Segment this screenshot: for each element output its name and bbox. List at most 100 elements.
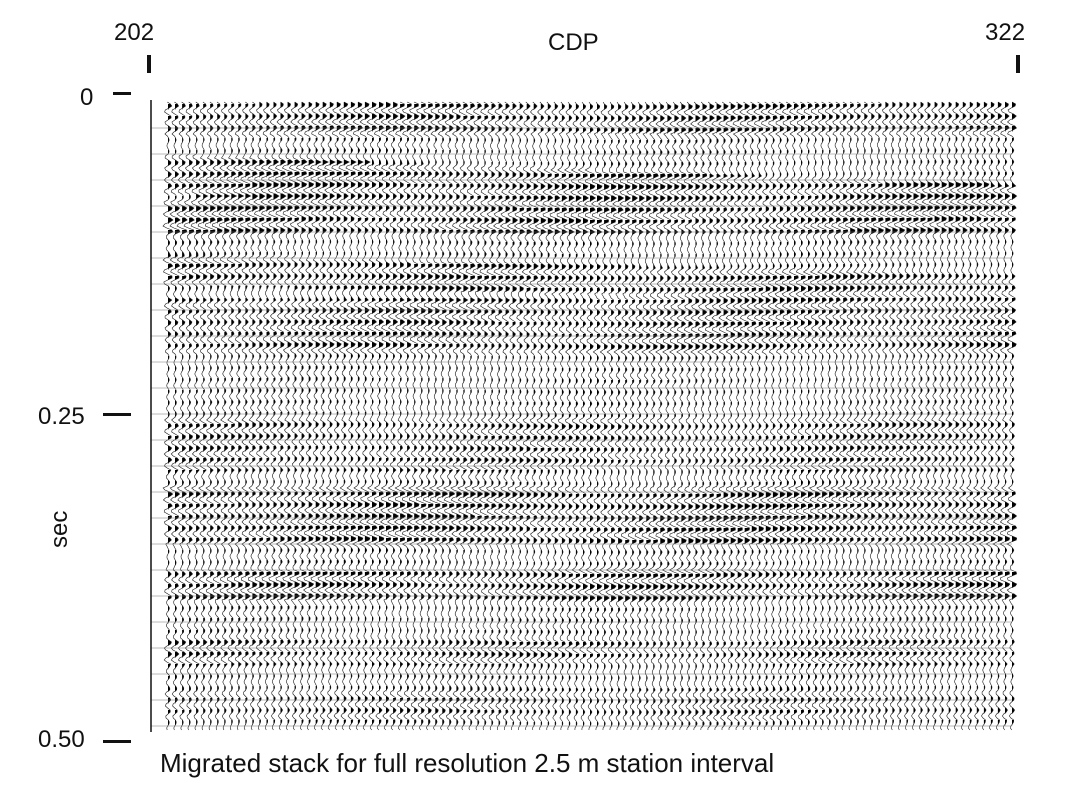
trace-wiggle [970, 101, 983, 731]
trace-wiggle [795, 101, 807, 731]
trace-wiggle [900, 101, 913, 731]
trace-wiggle [956, 101, 969, 731]
trace-wiggle [717, 101, 730, 730]
trace-fill [561, 104, 568, 728]
trace-wiggle [493, 101, 504, 731]
trace-wiggle [809, 101, 821, 731]
figure-caption: Migrated stack for full resolution 2.5 m… [160, 748, 775, 778]
trace-fill [407, 104, 413, 726]
trace-wiggle [274, 101, 287, 731]
trace-fill [533, 104, 540, 726]
trace-wiggle [225, 101, 238, 731]
trace-wiggle [780, 101, 793, 731]
trace-wiggle [696, 101, 709, 731]
trace-wiggle [963, 101, 976, 731]
trace-wiggle [260, 101, 273, 731]
trace-wiggle [619, 101, 632, 731]
trace-wiggle [985, 101, 997, 731]
trace-wiggle [351, 101, 364, 731]
trace-wiggle [710, 101, 723, 731]
trace-wiggle [928, 101, 941, 731]
trace-wiggle [837, 101, 849, 731]
trace-wiggle [724, 101, 737, 730]
trace-wiggle [844, 101, 856, 731]
trace-fill [723, 104, 729, 728]
trace-wiggle [851, 101, 863, 731]
trace-wiggle [661, 101, 673, 731]
cdp-end-label: 322 [985, 19, 1026, 46]
y-tick-label-0: 0 [80, 84, 94, 111]
trace-wiggle [893, 101, 906, 731]
trace-wiggle [218, 101, 231, 731]
trace-wiggle [682, 101, 694, 731]
trace-wiggle [598, 101, 611, 731]
trace-wiggle [232, 101, 245, 731]
cdp-start-label: 202 [114, 19, 155, 46]
trace-wiggle [436, 101, 449, 731]
trace-wiggle [457, 101, 470, 731]
trace-wiggle [295, 101, 308, 731]
trace-fill [737, 104, 744, 728]
trace-wiggle [942, 101, 955, 731]
trace-wiggle [204, 101, 217, 731]
trace-wiggle [443, 101, 456, 731]
trace-wiggle [872, 101, 885, 731]
trace-wiggle [999, 101, 1011, 731]
trace-wiggle [471, 101, 484, 731]
y-tick-label-025: 0.25 [38, 403, 85, 430]
trace-wiggle [520, 101, 533, 731]
trace-wiggle [267, 101, 280, 731]
y-tick-label-050: 0.50 [38, 726, 85, 753]
trace-wiggle [823, 101, 835, 731]
trace-wiggle [640, 101, 652, 731]
trace-wiggle [366, 101, 378, 731]
trace-fill [252, 104, 258, 726]
trace-wiggle [738, 101, 751, 731]
trace-wiggle [162, 101, 174, 731]
y-tick-025 [103, 413, 131, 416]
trace-wiggle [429, 101, 442, 731]
trace-wiggle [169, 101, 181, 731]
trace-fill [245, 104, 251, 726]
trace-wiggle [253, 101, 266, 731]
trace-wiggle [408, 101, 421, 731]
trace-wiggle [935, 101, 948, 731]
trace-fill [505, 104, 511, 726]
trace-wiggle [548, 101, 561, 731]
trace-wiggle [731, 101, 744, 731]
trace-wiggle [788, 101, 800, 731]
wiggle-traces [151, 101, 1018, 731]
trace-wiggle [886, 101, 899, 731]
trace-wiggle [330, 101, 343, 731]
trace-fill [730, 104, 736, 728]
trace-wiggle [246, 101, 259, 731]
trace-fill [421, 104, 427, 726]
trace-wiggle [978, 101, 990, 731]
trace-wiggle [654, 101, 666, 731]
trace-wiggle [316, 101, 329, 731]
trace-wiggle [281, 101, 294, 731]
trace-fill [590, 104, 596, 728]
trace-wiggle [1006, 101, 1018, 731]
trace-wiggle [450, 101, 463, 731]
trace-fill [857, 104, 863, 726]
trace-fill [716, 104, 722, 728]
trace-wiggle [211, 101, 224, 731]
trace-wiggle [183, 101, 195, 731]
trace-wiggle [373, 101, 385, 731]
trace-fill [231, 104, 237, 726]
trace-fill [709, 104, 715, 728]
trace-fill [498, 104, 504, 726]
trace-fill [871, 104, 877, 726]
trace-wiggle [752, 101, 765, 731]
trace-wiggle [647, 101, 659, 731]
trace-wiggle [992, 101, 1004, 731]
trace-wiggle [563, 101, 575, 730]
trace-wiggle [816, 101, 828, 731]
trace-wiggle [591, 101, 604, 731]
trace-wiggle [197, 101, 209, 731]
trace-wiggle [506, 101, 519, 731]
trace-wiggle [499, 101, 512, 731]
trace-wiggle [323, 101, 336, 731]
